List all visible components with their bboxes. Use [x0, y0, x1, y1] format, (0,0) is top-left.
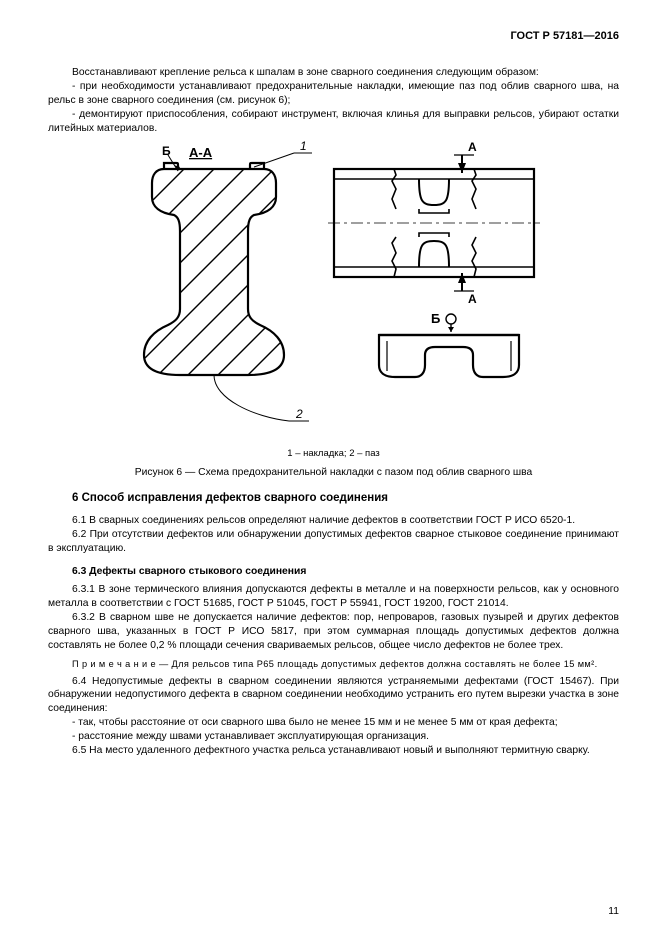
label-2: 2: [295, 407, 303, 421]
label-B2: Б: [431, 311, 440, 326]
p-6-3-1: 6.3.1 В зоне термического влияния допуск…: [48, 583, 619, 611]
figure-6: А-А Б 1 2: [48, 139, 619, 478]
label-AA: А-А: [189, 145, 213, 160]
section-6-title: 6 Способ исправления дефектов сварного с…: [48, 492, 619, 504]
intro-p1: Восстанавливают крепление рельса к шпала…: [48, 66, 619, 80]
doc-header: ГОСТ Р 57181—2016: [48, 30, 619, 42]
section-6-3-body: 6.3.1 В зоне термического влияния допуск…: [48, 583, 619, 652]
p-6-4b: - расстояние между швами устанавливает э…: [48, 730, 619, 744]
p-6-4: 6.4 Недопустимые дефекты в сварном соеди…: [48, 675, 619, 717]
p-6-3-2: 6.3.2 В сварном шве не допускается налич…: [48, 611, 619, 653]
label-1: 1: [300, 139, 307, 153]
page-number: 11: [608, 906, 619, 917]
label-B: Б: [162, 144, 171, 158]
p-6-2: 6.2 При отсутствии дефектов или обнаруже…: [48, 528, 619, 556]
p-6-5: 6.5 На место удаленного дефектного участ…: [48, 744, 619, 758]
subsection-6-3: 6.3 Дефекты сварного стыкового соединени…: [48, 566, 619, 577]
figure-legend: 1 – накладка; 2 – паз: [48, 448, 619, 459]
figure-caption: Рисунок 6 — Схема предохранительной накл…: [48, 467, 619, 478]
intro-p2: - при необходимости устанавливают предох…: [48, 80, 619, 108]
label-A-top: А: [468, 140, 477, 154]
section-6-body: 6.1 В сварных соединениях рельсов опреде…: [48, 514, 619, 556]
label-A-bot: А: [468, 292, 477, 306]
section-6-4-body: 6.4 Недопустимые дефекты в сварном соеди…: [48, 675, 619, 758]
p-6-4a: - так, чтобы расстояние от оси сварного …: [48, 716, 619, 730]
p-6-1: 6.1 В сварных соединениях рельсов опреде…: [48, 514, 619, 528]
note-6-3: П р и м е ч а н и е — Для рельсов типа Р…: [48, 659, 619, 669]
intro-p3: - демонтируют приспособления, собирают и…: [48, 108, 619, 136]
intro-block: Восстанавливают крепление рельса к шпала…: [48, 66, 619, 135]
